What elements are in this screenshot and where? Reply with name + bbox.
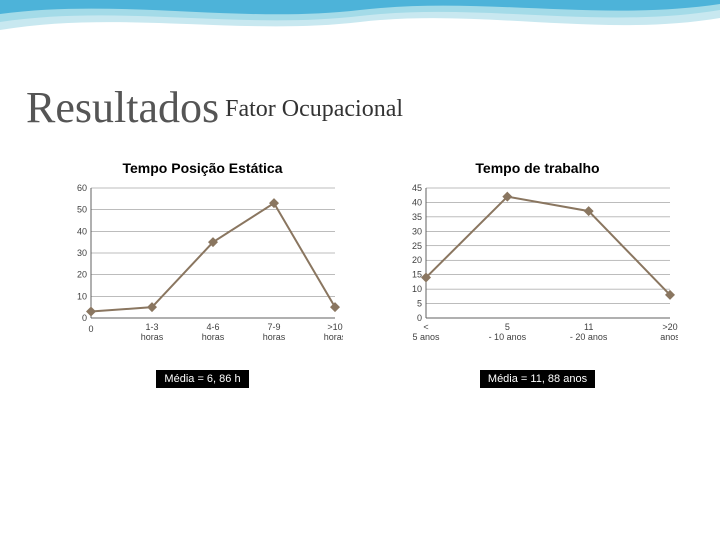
svg-text:35: 35	[411, 212, 421, 222]
main-title: Resultados	[26, 83, 219, 132]
svg-text:25: 25	[411, 241, 421, 251]
svg-text:10: 10	[76, 291, 86, 301]
svg-text:- 10 anos: - 10 anos	[488, 332, 526, 342]
chart-left-title: Tempo Posição Estática	[122, 160, 282, 176]
svg-text:1-3: 1-3	[145, 322, 158, 332]
svg-text:anos: anos	[660, 332, 678, 342]
svg-text:40: 40	[411, 197, 421, 207]
svg-text:60: 60	[76, 183, 86, 193]
svg-text:5 anos: 5 anos	[412, 332, 440, 342]
svg-text:45: 45	[411, 183, 421, 193]
svg-text:20: 20	[411, 255, 421, 265]
svg-text:<: <	[423, 322, 428, 332]
svg-text:0: 0	[88, 324, 93, 334]
svg-text:- 20 anos: - 20 anos	[569, 332, 607, 342]
svg-text:horas: horas	[201, 332, 224, 342]
svg-text:horas: horas	[323, 332, 342, 342]
svg-text:5: 5	[416, 299, 421, 309]
svg-text:horas: horas	[140, 332, 163, 342]
media-badge-left: Média = 6, 86 h	[156, 370, 248, 388]
svg-text:10: 10	[411, 284, 421, 294]
svg-text:20: 20	[76, 270, 86, 280]
svg-text:11: 11	[583, 322, 592, 332]
svg-text:>10: >10	[327, 322, 342, 332]
charts-row: Tempo Posição Estática 010203040506001-3…	[60, 160, 680, 388]
svg-text:30: 30	[76, 248, 86, 258]
chart-right: 051015202530354045<5 anos5- 10 anos11- 2…	[398, 182, 678, 352]
svg-text:5: 5	[504, 322, 509, 332]
svg-text:>20: >20	[662, 322, 677, 332]
svg-text:7-9: 7-9	[267, 322, 280, 332]
title-block: Resultados Fator Ocupacional	[26, 82, 403, 133]
svg-text:30: 30	[411, 226, 421, 236]
chart-right-title: Tempo de trabalho	[475, 160, 599, 176]
svg-text:horas: horas	[262, 332, 285, 342]
svg-text:4-6: 4-6	[206, 322, 219, 332]
svg-text:0: 0	[416, 313, 421, 323]
chart-right-box: Tempo de trabalho 0 5 10 15 20 25 30 35 40 45 <5 a…	[395, 160, 680, 388]
media-badge-right: Média = 11, 88 anos	[480, 370, 595, 388]
svg-text:40: 40	[76, 226, 86, 236]
decorative-wave-header	[0, 0, 720, 70]
subtitle: Fator Ocupacional	[225, 96, 403, 122]
svg-text:0: 0	[81, 313, 86, 323]
svg-text:50: 50	[76, 205, 86, 215]
chart-left-box: Tempo Posição Estática 0 10 20 30 40 50 60 0 1-3…	[60, 160, 345, 388]
chart-left: 010203040506001-3horas4-6horas7-9horas>1…	[63, 182, 343, 352]
svg-text:15: 15	[411, 270, 421, 280]
